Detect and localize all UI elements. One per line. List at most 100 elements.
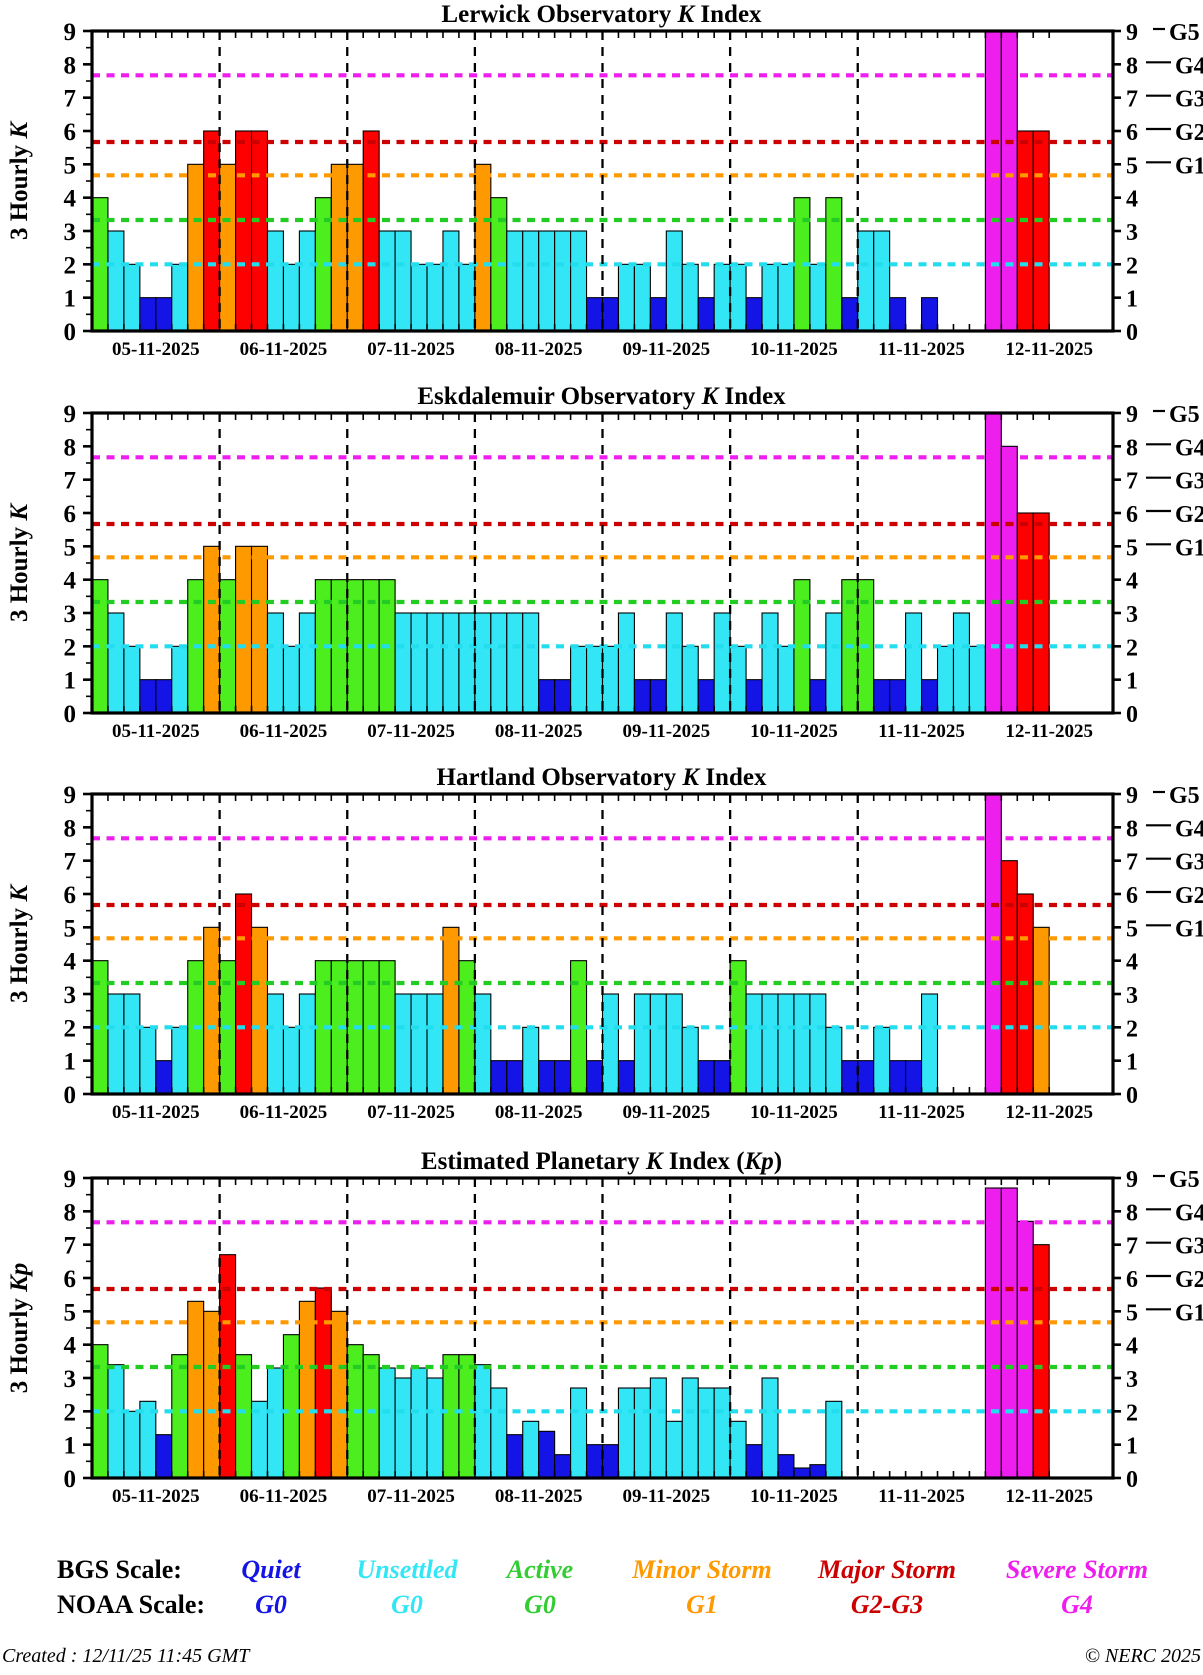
svg-text:Minor Storm: Minor Storm — [631, 1555, 771, 1584]
svg-text:2: 2 — [64, 1399, 77, 1426]
svg-text:6: 6 — [64, 882, 77, 909]
svg-text:2: 2 — [64, 252, 77, 279]
svg-text:3: 3 — [1126, 983, 1138, 1009]
svg-text:6: 6 — [1126, 883, 1138, 909]
svg-text:G1: G1 — [686, 1590, 718, 1619]
svg-text:7: 7 — [64, 849, 77, 876]
svg-text:05-11-2025: 05-11-2025 — [112, 339, 200, 360]
svg-text:9: 9 — [1126, 783, 1138, 809]
svg-text:5: 5 — [64, 1299, 77, 1326]
svg-text:05-11-2025: 05-11-2025 — [112, 1102, 200, 1123]
svg-text:09-11-2025: 09-11-2025 — [623, 1102, 711, 1123]
svg-text:G4: G4 — [1175, 1200, 1203, 1226]
svg-text:0: 0 — [64, 1082, 77, 1109]
svg-text:G2-G3: G2-G3 — [851, 1590, 923, 1619]
svg-text:Major Storm: Major Storm — [817, 1555, 956, 1584]
svg-text:0: 0 — [1126, 702, 1138, 728]
svg-text:2: 2 — [64, 1015, 77, 1042]
svg-text:05-11-2025: 05-11-2025 — [112, 721, 200, 742]
svg-text:0: 0 — [1126, 1083, 1138, 1109]
svg-text:4: 4 — [64, 186, 77, 213]
svg-text:© NERC 2025: © NERC 2025 — [1085, 1645, 1201, 1667]
svg-text:12-11-2025: 12-11-2025 — [1005, 721, 1093, 742]
svg-text:8: 8 — [64, 434, 77, 461]
svg-text:6: 6 — [64, 119, 77, 146]
svg-text:1: 1 — [64, 286, 77, 313]
svg-text:G1: G1 — [1175, 153, 1203, 179]
svg-text:07-11-2025: 07-11-2025 — [367, 721, 455, 742]
svg-text:8: 8 — [1126, 53, 1138, 79]
svg-text:8: 8 — [64, 815, 77, 842]
svg-text:5: 5 — [1126, 916, 1138, 942]
svg-text:2: 2 — [1126, 253, 1138, 279]
svg-text:5: 5 — [64, 534, 77, 561]
svg-text:BGS Scale:: BGS Scale: — [57, 1555, 182, 1584]
svg-text:6: 6 — [1126, 502, 1138, 528]
svg-text:08-11-2025: 08-11-2025 — [495, 1102, 583, 1123]
svg-text:NOAA Scale:: NOAA Scale: — [57, 1590, 205, 1619]
svg-text:G3: G3 — [1175, 87, 1203, 113]
svg-text:8: 8 — [1126, 816, 1138, 842]
svg-text:7: 7 — [64, 1233, 77, 1260]
svg-text:7: 7 — [1126, 87, 1138, 113]
svg-text:G3: G3 — [1175, 1234, 1203, 1260]
svg-text:1: 1 — [64, 1049, 77, 1076]
svg-text:2: 2 — [1126, 1016, 1138, 1042]
svg-text:6: 6 — [1126, 1267, 1138, 1293]
svg-text:0: 0 — [64, 319, 77, 346]
svg-text:8: 8 — [1126, 1200, 1138, 1226]
svg-text:06-11-2025: 06-11-2025 — [240, 721, 328, 742]
svg-text:G4: G4 — [1175, 435, 1203, 461]
svg-text:2: 2 — [1126, 1400, 1138, 1426]
svg-text:4: 4 — [64, 568, 77, 595]
svg-text:07-11-2025: 07-11-2025 — [367, 339, 455, 360]
svg-text:1: 1 — [1126, 287, 1138, 313]
svg-text:3: 3 — [64, 219, 77, 246]
svg-text:G3: G3 — [1175, 469, 1203, 495]
svg-text:5: 5 — [64, 152, 77, 179]
svg-text:1: 1 — [1126, 1050, 1138, 1076]
svg-text:3: 3 — [1126, 602, 1138, 628]
svg-text:9: 9 — [1126, 1167, 1138, 1193]
svg-text:06-11-2025: 06-11-2025 — [240, 1102, 328, 1123]
svg-text:7: 7 — [1126, 469, 1138, 495]
svg-text:G0: G0 — [255, 1590, 287, 1619]
svg-text:Lerwick Observatory K Index: Lerwick Observatory K Index — [441, 1, 762, 28]
svg-text:4: 4 — [1126, 569, 1138, 595]
svg-text:7: 7 — [1126, 850, 1138, 876]
svg-text:3 Hourly K: 3 Hourly K — [6, 120, 33, 240]
svg-text:Unsettled: Unsettled — [356, 1555, 458, 1584]
svg-text:6: 6 — [64, 1266, 77, 1293]
svg-text:0: 0 — [64, 1466, 77, 1493]
svg-text:4: 4 — [1126, 950, 1138, 976]
svg-text:6: 6 — [64, 501, 77, 528]
svg-text:G1: G1 — [1175, 916, 1203, 942]
svg-text:9: 9 — [64, 1166, 77, 1193]
svg-text:9: 9 — [64, 401, 77, 428]
svg-text:0: 0 — [64, 701, 77, 728]
svg-text:07-11-2025: 07-11-2025 — [367, 1102, 455, 1123]
svg-text:G2: G2 — [1175, 502, 1203, 528]
svg-text:4: 4 — [64, 949, 77, 976]
svg-text:G0: G0 — [391, 1590, 423, 1619]
svg-text:11-11-2025: 11-11-2025 — [878, 1102, 965, 1123]
svg-text:Hartland Observatory K Index: Hartland Observatory K Index — [437, 764, 767, 791]
svg-text:G1: G1 — [1175, 1300, 1203, 1326]
svg-text:4: 4 — [1126, 187, 1138, 213]
svg-text:G2: G2 — [1175, 1267, 1203, 1293]
svg-text:1: 1 — [64, 668, 77, 695]
svg-text:08-11-2025: 08-11-2025 — [495, 721, 583, 742]
svg-text:10-11-2025: 10-11-2025 — [750, 339, 838, 360]
svg-text:3: 3 — [64, 1366, 77, 1393]
svg-text:12-11-2025: 12-11-2025 — [1005, 339, 1093, 360]
svg-text:Created : 12/11/25 11:45 GMT: Created : 12/11/25 11:45 GMT — [2, 1645, 251, 1667]
svg-text:8: 8 — [64, 1199, 77, 1226]
svg-text:G1: G1 — [1175, 535, 1203, 561]
svg-text:9: 9 — [1126, 402, 1138, 428]
svg-text:G5: G5 — [1169, 783, 1200, 809]
svg-text:12-11-2025: 12-11-2025 — [1005, 1102, 1093, 1123]
svg-text:Estimated Planetary K Index (K: Estimated Planetary K Index (Kp) — [421, 1148, 782, 1175]
svg-text:09-11-2025: 09-11-2025 — [623, 721, 711, 742]
svg-text:G2: G2 — [1175, 883, 1203, 909]
svg-text:Eskdalemuir Observatory K Inde: Eskdalemuir Observatory K Index — [417, 383, 786, 410]
